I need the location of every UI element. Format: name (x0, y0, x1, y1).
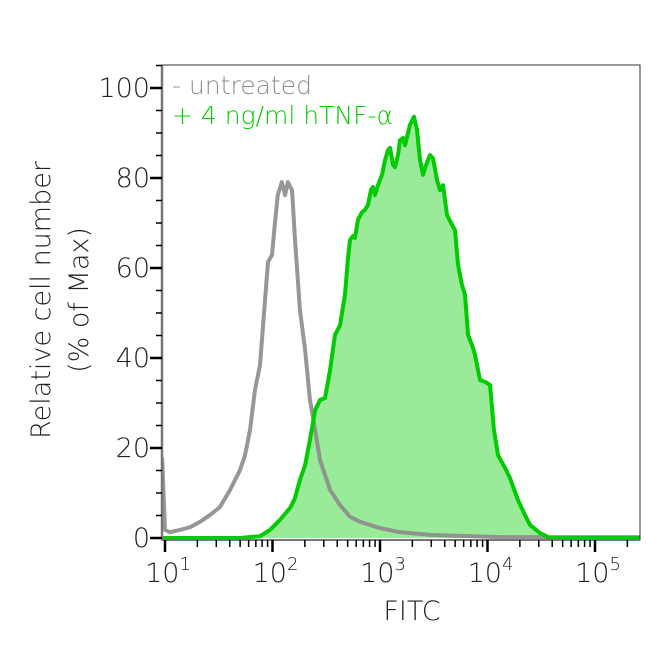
series-untreated-line (162, 180, 640, 540)
x-tick-label: 102 (253, 554, 299, 589)
y-tick-label: 20 (116, 433, 150, 464)
y-axis-label-line2: (% of Max) (64, 227, 95, 373)
plot-area (162, 114, 640, 540)
series-group (162, 114, 640, 540)
x-tick-label: 105 (575, 554, 621, 589)
x-tick-label: 101 (145, 554, 191, 589)
x-axis-label: FITC (383, 596, 440, 627)
axes: 0 20 40 60 80 100 101 102 103 104 105 (98, 64, 641, 589)
series-tnf-line (162, 114, 640, 540)
y-axis-label-line1: Relative cell number (26, 160, 57, 439)
x-tick-label: 104 (468, 554, 514, 589)
series-tnf-fill (162, 116, 640, 539)
legend-entry-untreated: - untreated (172, 71, 312, 100)
x-tick-label: 103 (360, 554, 406, 589)
y-tick-label: 80 (116, 163, 150, 194)
legend-entry-tnf: + 4 ng/ml hTNF-α (172, 101, 393, 130)
y-tick-label: 0 (133, 523, 150, 554)
y-tick-label: 40 (116, 343, 150, 374)
y-tick-label: 100 (98, 73, 150, 104)
y-tick-label: 60 (116, 253, 150, 284)
